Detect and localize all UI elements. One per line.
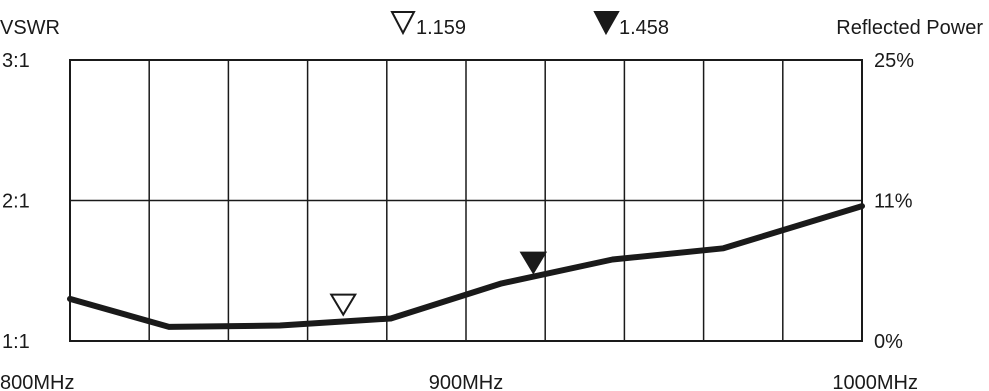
- series-layer: [67, 203, 865, 330]
- filled-marker-value: 1.458: [619, 17, 669, 39]
- open-marker-value: 1.159: [416, 17, 466, 39]
- left-tick-label: 1:1: [2, 331, 30, 353]
- filled-marker-icon: [519, 251, 548, 275]
- left-tick-label: 2:1: [2, 191, 30, 213]
- left-tick-label: 3:1: [2, 50, 30, 72]
- left-axis-label: VSWR: [0, 17, 60, 39]
- x-tick-label: 1000MHz: [832, 372, 918, 391]
- x-tick-label: 900MHz: [429, 372, 503, 391]
- open-marker-icon: [329, 293, 358, 317]
- marker-legend: 1.159 1.458: [390, 11, 669, 39]
- filled-marker-legend-icon: [593, 11, 620, 36]
- vswr-trace: [67, 203, 865, 330]
- right-axis-label: Reflected Power: [836, 17, 983, 39]
- right-tick-label: 25%: [874, 50, 914, 72]
- x-tick-label: 800MHz: [0, 372, 74, 391]
- plot-frame: [69, 59, 863, 342]
- open-marker-legend-icon: [390, 11, 416, 36]
- tick-labels: 3:1 2:1 1:1 25% 11% 0% 800MHz 900MHz 1000MHz: [0, 50, 918, 391]
- grid: [69, 59, 863, 342]
- markers-layer: [329, 251, 548, 317]
- right-tick-label: 11%: [874, 191, 913, 213]
- right-tick-label: 0%: [874, 331, 903, 353]
